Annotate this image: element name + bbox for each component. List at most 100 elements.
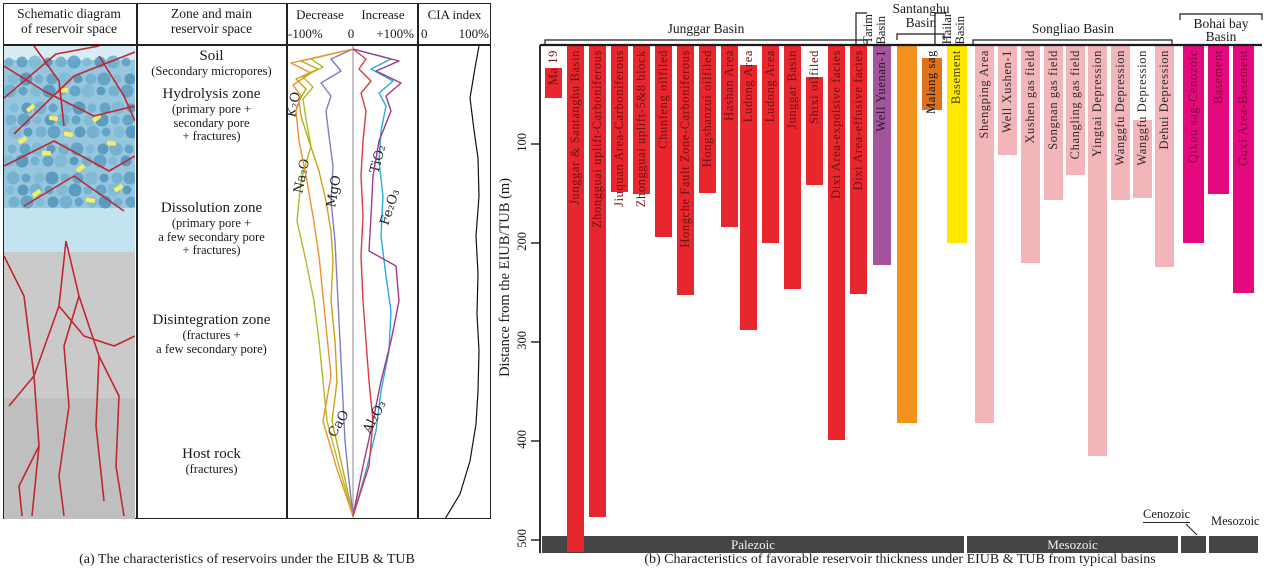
rock-grain (42, 155, 54, 167)
rock-grain (67, 55, 81, 69)
y-axis-tick-label: 300 (515, 331, 529, 350)
rock-grain (56, 184, 68, 196)
mineral-speck (92, 114, 102, 123)
bar-label: Jiuquan Area-Carboniferous (611, 50, 626, 207)
rock-grain (35, 197, 45, 207)
rock-grain (59, 195, 73, 209)
rock-grain (7, 144, 17, 154)
era-band-segment (1209, 536, 1258, 553)
mineral-speck (32, 189, 42, 198)
rock-grain (121, 57, 131, 67)
rock-grain (4, 84, 17, 98)
rock-grain (87, 103, 97, 113)
bar-label: Qikou sag-Cenozoic (1185, 50, 1200, 164)
y-axis-label: Distance from the EIUB/TUB (m) (497, 178, 513, 377)
rock-layer (4, 398, 135, 519)
bar-label: Wanggfu Depression (1134, 50, 1149, 166)
bar-label: Yingtai Depression (1089, 50, 1104, 157)
mineral-speck (76, 164, 86, 173)
rock-grain (55, 56, 67, 68)
column-header-increase: Increase (361, 7, 405, 22)
bar (806, 76, 823, 185)
cia-scale-max: 100% (458, 26, 489, 41)
rock-grain (111, 101, 125, 115)
bar-label: Dixi Area-effusive facies (850, 50, 865, 191)
rock-grain (108, 85, 120, 97)
bar (947, 45, 967, 243)
fracture-line (98, 55, 135, 122)
bar (1066, 45, 1085, 175)
bar (740, 64, 757, 331)
bar (589, 45, 606, 518)
rock-grain (4, 57, 14, 67)
bar-label: Chunfeng oilfiled (655, 50, 670, 149)
bar (922, 57, 942, 111)
rock-grain (113, 126, 125, 138)
mineral-speck (26, 103, 36, 113)
column-header-schematic-line2: of reservoir space (21, 21, 117, 36)
geochem-curve (352, 48, 374, 517)
rock-grain (101, 127, 111, 137)
zone-row: Disintegration zone (fractures + a few sec… (139, 312, 284, 356)
geochem-scale-max: +100% (376, 26, 414, 41)
rock-grain (86, 125, 100, 139)
rock-grain (82, 57, 92, 67)
basin-group-label: Junggar Basin (667, 21, 745, 36)
cia-index-curve (444, 46, 480, 519)
bar-label: Songnan gas field (1045, 50, 1060, 150)
rock-grain (98, 195, 112, 209)
zone-title: Host rock (182, 446, 241, 462)
rock-grain (19, 143, 31, 155)
bar (1183, 45, 1204, 243)
rock-grain (18, 86, 28, 96)
rock-grain (35, 126, 47, 138)
rock-grain (122, 185, 132, 195)
basin-group-label: Bohai bay (1193, 16, 1249, 31)
rock-grain (95, 184, 107, 196)
rock-grain (85, 73, 97, 85)
bar-label: Zhongguai uplift-Carboniferous (589, 50, 604, 229)
bar (1208, 45, 1229, 194)
bar (873, 45, 891, 265)
bar-label: Ludong Area (762, 50, 777, 123)
bar (721, 45, 738, 228)
fracture-line (33, 46, 65, 127)
bar-label: Dixi Area-expolsive facies (828, 50, 843, 199)
zone-subtitle: + fractures) (182, 243, 241, 257)
mineral-speck (85, 197, 96, 203)
caption-panel-b: (b) Characteristics of favorable reservo… (644, 552, 1156, 567)
column-header-zone: Zone and main reservoir space (139, 6, 284, 36)
bar-label: Guxi Area-Basement (1235, 50, 1250, 166)
rock-grain (5, 185, 15, 195)
mineral-speck (63, 131, 74, 138)
mineral-speck (18, 136, 28, 145)
geochem-curve (296, 48, 354, 517)
bar-label: Ludong Area (740, 50, 755, 123)
rock-grain (84, 171, 98, 185)
mineral-speck (113, 184, 124, 193)
bar (567, 45, 584, 552)
panel-a-divider-3 (417, 3, 419, 519)
bar (975, 45, 994, 424)
fracture-line (8, 375, 35, 407)
bar (677, 45, 694, 296)
panel-a-border (3, 3, 491, 519)
bar (1111, 45, 1130, 201)
zone-row: Hydrolysis zone (primary pore + secondary … (139, 86, 284, 144)
rock-grain (60, 102, 72, 114)
bar-label: Hongshanzui oilfiled (699, 50, 714, 168)
rock-grain (124, 144, 134, 154)
era-band-segment: Palezoic (542, 536, 964, 553)
era-band-segment (1181, 536, 1206, 553)
geochem-curve (352, 48, 402, 517)
rock-grain (83, 185, 93, 195)
rock-layer (4, 208, 135, 252)
zone-title: Hydrolysis zone (162, 86, 261, 102)
basin-group-label: Basin (1205, 29, 1237, 44)
bar (1021, 45, 1040, 263)
zone-row: Dissolution zone (primary pore + a few sec… (139, 200, 284, 258)
bar (699, 45, 716, 193)
geochem-curve (295, 48, 354, 517)
y-axis-tick-label: 500 (515, 529, 529, 548)
